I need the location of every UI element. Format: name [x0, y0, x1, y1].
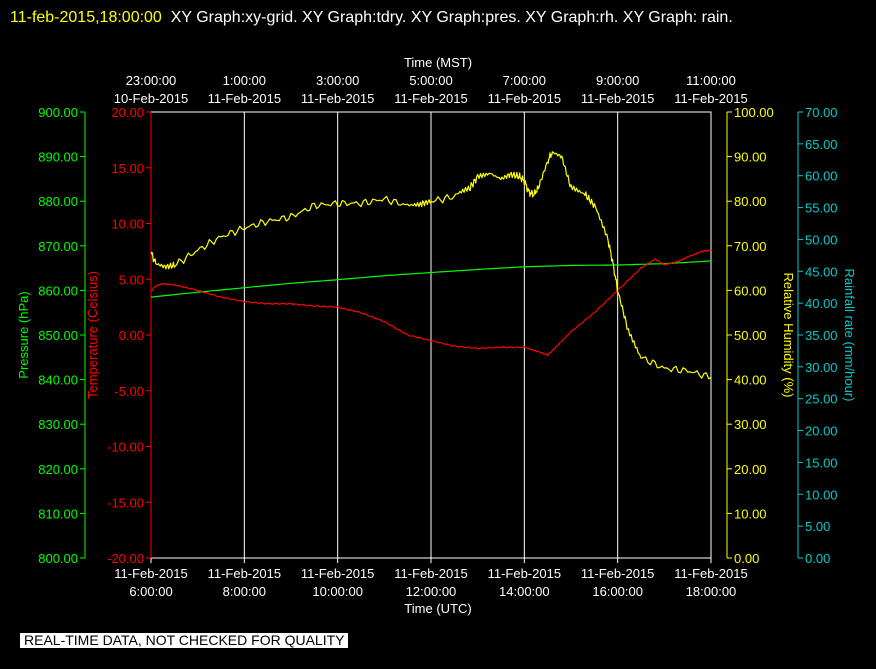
pressure-tick-label: 880.00 [38, 194, 78, 209]
temperature-tick-label: 10.00 [111, 217, 144, 232]
temperature-tick-label: -5.00 [114, 384, 144, 399]
labels-layer: 11-Feb-2015 6:00:00 23:00:00 10-Feb-2015 11-… [16, 55, 857, 616]
rain-tick-label: 20.00 [805, 424, 838, 439]
humidity-tick-label: 90.00 [734, 150, 767, 165]
top-tick-label-time: 9:00:00 [596, 73, 639, 88]
rain-tick-label: 5.00 [805, 519, 830, 534]
top-tick-label-time: 23:00:00 [126, 73, 177, 88]
quality-notice: REAL-TIME DATA, NOT CHECKED FOR QUALITY [20, 633, 349, 648]
x-tick-label-date: 11-Feb-2015 [581, 566, 654, 581]
x-tick-label-date: 11-Feb-2015 [301, 566, 374, 581]
x-tick-label-time: 16:00:00 [592, 584, 643, 599]
x-axis-title-bottom: Time (UTC) [404, 601, 471, 616]
rain-tick-label: 15.00 [805, 455, 838, 470]
rain-tick-label: 55.00 [805, 201, 838, 216]
rain-tick-label: 50.00 [805, 232, 838, 247]
x-tick-label-date: 11-Feb-2015 [394, 566, 467, 581]
top-tick-label-date: 11-Feb-2015 [581, 91, 654, 106]
top-tick-label-date: 11-Feb-2015 [208, 91, 281, 106]
top-tick-label-time: 11:00:00 [686, 73, 736, 88]
rain-axis-title: Rainfall rate (mm/hour) [842, 269, 857, 402]
x-tick-label-date: 11-Feb-2015 [488, 566, 561, 581]
rain-tick-label: 25.00 [805, 392, 838, 407]
axes-layer [80, 111, 803, 563]
top-tick-label-time: 7:00:00 [503, 73, 546, 88]
humidity-axis-title: Relative Humidity (%) [781, 273, 796, 398]
rain-tick-label: 10.00 [805, 487, 838, 502]
top-tick-label-time: 3:00:00 [316, 73, 359, 88]
pressure-tick-label: 850.00 [38, 328, 78, 343]
temperature-tick-label: 15.00 [111, 161, 144, 176]
rain-tick-label: 70.00 [805, 105, 838, 120]
temperature-axis-title: Temperature (Celsius) [85, 271, 100, 399]
x-tick-label-time: 8:00:00 [223, 584, 266, 599]
humidity-tick-label: 60.00 [734, 283, 767, 298]
humidity-tick-label: 70.00 [734, 239, 767, 254]
pressure-tick-label: 840.00 [38, 373, 78, 388]
humidity-tick-label: 30.00 [734, 417, 767, 432]
x-axis-title-top: Time (MST) [404, 55, 472, 70]
rain-tick-label: 65.00 [805, 137, 838, 152]
temperature-tick-label: 20.00 [111, 105, 144, 120]
x-tick-label-time: 12:00:00 [406, 584, 457, 599]
humidity-tick-label: 100.00 [734, 105, 774, 120]
top-tick-label-date: 11-Feb-2015 [394, 91, 467, 106]
grid-layer [243, 112, 619, 558]
x-tick-label-time: 14:00:00 [499, 584, 550, 599]
pressure-tick-label: 890.00 [38, 150, 78, 165]
humidity-tick-label: 40.00 [734, 373, 767, 388]
rain-tick-label: 0.00 [805, 551, 830, 566]
rain-tick-label: 45.00 [805, 264, 838, 279]
x-tick-label-date: 11-Feb-2015 [114, 566, 187, 581]
humidity-tick-label: 10.00 [734, 506, 767, 521]
top-tick-label-date: 11-Feb-2015 [488, 91, 561, 106]
humidity-tick-label: 80.00 [734, 194, 767, 209]
top-tick-label-date: 11-Feb-2015 [674, 91, 747, 106]
series-layer [150, 151, 712, 380]
humidity-tick-label: 50.00 [734, 328, 767, 343]
graph-header: 11-feb-2015,18:00:00 XY Graph:xy-grid. X… [10, 4, 860, 32]
header-titles: XY Graph:xy-grid. XY Graph:tdry. XY Grap… [170, 9, 733, 26]
x-tick-label-date: 11-Feb-2015 [208, 566, 281, 581]
temperature-tick-label: 5.00 [119, 272, 144, 287]
pressure-tick-label: 860.00 [38, 283, 78, 298]
humidity-tick-label: 20.00 [734, 462, 767, 477]
temperature-tick-label: -15.00 [107, 495, 144, 510]
header-timestamp: 11-feb-2015,18:00:00 [10, 9, 162, 26]
pressure-series-line [150, 260, 712, 298]
rain-tick-label: 30.00 [805, 360, 838, 375]
pressure-tick-label: 830.00 [38, 417, 78, 432]
temperature-tick-label: -10.00 [107, 440, 144, 455]
pressure-tick-label: 820.00 [38, 462, 78, 477]
pressure-tick-label: 800.00 [38, 551, 78, 566]
pressure-tick-label: 810.00 [38, 506, 78, 521]
top-tick-label-date: 11-Feb-2015 [301, 91, 374, 106]
temperature-series-line [150, 249, 712, 357]
pressure-axis-title: Pressure (hPa) [16, 291, 31, 378]
pressure-tick-label: 900.00 [38, 105, 78, 120]
top-tick-label-date: 10-Feb-2015 [114, 91, 188, 106]
top-tick-label-time: 1:00:00 [223, 73, 266, 88]
top-tick-label-time: 5:00:00 [409, 73, 452, 88]
rain-tick-label: 60.00 [805, 169, 838, 184]
humidity-series-line [150, 151, 712, 380]
x-tick-label-time: 10:00:00 [312, 584, 363, 599]
x-tick-label-time: 18:00:00 [686, 584, 737, 599]
x-tick-label-date: 11-Feb-2015 [674, 566, 747, 581]
humidity-tick-label: 0.00 [734, 551, 759, 566]
rain-tick-label: 35.00 [805, 328, 838, 343]
rain-tick-label: 40.00 [805, 296, 838, 311]
x-tick-label-time: 6:00:00 [129, 584, 172, 599]
pressure-tick-label: 870.00 [38, 239, 78, 254]
temperature-tick-label: -20.00 [107, 551, 144, 566]
temperature-tick-label: 0.00 [119, 328, 144, 343]
